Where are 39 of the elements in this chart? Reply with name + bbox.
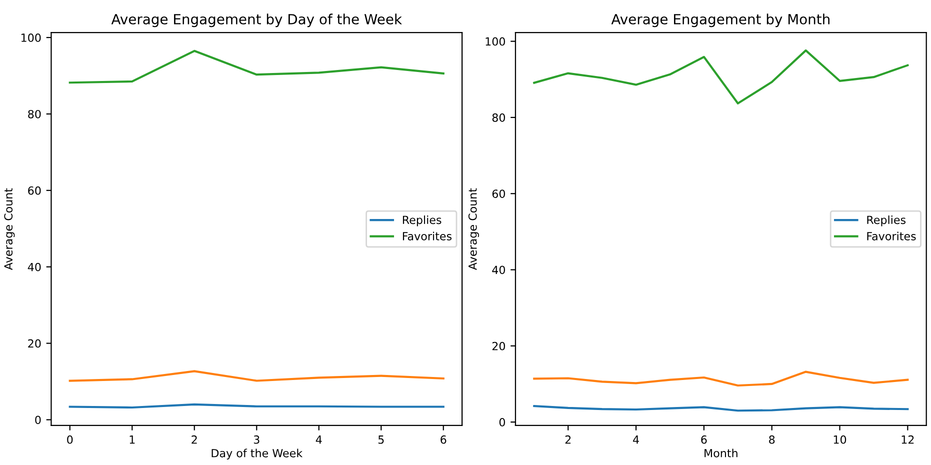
chart-title: Average Engagement by Month	[611, 14, 830, 28]
x-tick-label: 0	[67, 435, 73, 444]
x-tick-label: 4	[316, 436, 322, 444]
legend-label: Replies	[402, 215, 442, 226]
x-tick-label: 1	[130, 436, 135, 444]
line-series	[533, 49, 909, 104]
x-tick-label: 6	[701, 435, 707, 444]
legend-label: Favorites	[867, 232, 916, 240]
y-tick-label: 20	[28, 339, 41, 348]
x-tick-label: 4	[633, 436, 639, 444]
x-tick-label: 6	[440, 435, 446, 444]
y-axis-title: Average Count	[468, 188, 479, 270]
y-tick-label: 60	[492, 190, 506, 198]
y-tick-label: 80	[28, 110, 41, 118]
y-tick-label: 60	[28, 186, 41, 195]
x-tick-label: 10	[834, 435, 846, 444]
y-tick-label: 20	[492, 342, 506, 350]
y-tick-label: 0	[499, 418, 506, 426]
y-tick-label: 40	[492, 266, 506, 274]
line-series	[68, 50, 444, 84]
legend-label: Favorites	[402, 232, 452, 240]
x-axis-title: Month	[704, 448, 738, 458]
x-tick-label: 2	[192, 435, 197, 444]
x-tick-label: 3	[254, 435, 260, 444]
y-tick-label: 0	[35, 416, 41, 424]
y-tick-label: 40	[28, 262, 41, 272]
chart-title: Average Engagement by Day of the Week	[111, 14, 402, 28]
y-axis-title: Average Count	[4, 188, 15, 270]
x-tick-label: 8	[769, 435, 775, 444]
y-tick-label: 100	[486, 37, 506, 46]
y-tick-label: 100	[21, 33, 41, 42]
x-tick-label: 12	[902, 435, 914, 444]
y-tick-label: 80	[492, 113, 506, 122]
x-tick-label: 2	[565, 435, 571, 444]
line-series	[533, 370, 909, 387]
legend-label: Replies	[867, 215, 906, 226]
line-series	[68, 370, 444, 382]
x-axis-title: Day of the Week	[212, 448, 303, 460]
x-tick-label: 5	[378, 436, 384, 444]
